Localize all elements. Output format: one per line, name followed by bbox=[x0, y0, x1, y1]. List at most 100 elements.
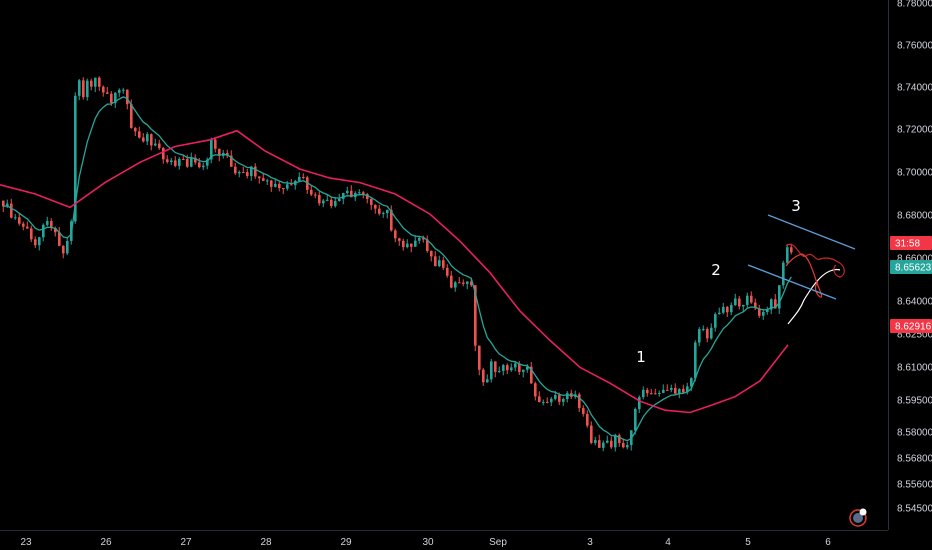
alert-badge[interactable] bbox=[849, 508, 867, 527]
time-tick-label: 3 bbox=[587, 537, 593, 548]
candle-body bbox=[314, 194, 317, 196]
candle-body bbox=[714, 314, 717, 328]
candle-body bbox=[666, 389, 669, 391]
time-axis[interactable]: 23 26 27 28 29 30 Sep 3 4 5 6 bbox=[20, 537, 831, 548]
candle-body bbox=[638, 397, 641, 410]
candle-body bbox=[74, 95, 77, 222]
time-tick-label: 4 bbox=[665, 537, 671, 548]
candle-body bbox=[598, 440, 601, 448]
candle-body bbox=[418, 238, 421, 241]
candle-body bbox=[62, 245, 65, 254]
candle-body bbox=[646, 389, 649, 394]
candle-body bbox=[150, 134, 153, 146]
price-tick-label: 8.68000 bbox=[897, 211, 932, 222]
candle-body bbox=[482, 369, 485, 383]
time-tick-label: 6 bbox=[825, 537, 831, 548]
wave-label: 3 bbox=[791, 197, 801, 215]
candle-body bbox=[254, 166, 257, 177]
candle-body bbox=[566, 393, 569, 399]
price-tag-label: 8.62916 bbox=[895, 322, 932, 333]
candle-body bbox=[442, 260, 445, 268]
price-tag-box bbox=[890, 236, 932, 250]
price-axis[interactable]: 8.78000 8.76000 8.74000 8.72000 8.70000 8.680… bbox=[897, 0, 932, 515]
candle-body bbox=[506, 365, 509, 371]
candle-body bbox=[426, 239, 429, 251]
candle-body bbox=[242, 172, 245, 174]
candle-body bbox=[278, 183, 281, 188]
candle-body bbox=[562, 398, 565, 402]
time-tick-label: Sep bbox=[489, 537, 507, 548]
price-tick-label: 8.54500 bbox=[897, 504, 932, 515]
price-tag: 8.65623 bbox=[890, 260, 932, 274]
candle-body bbox=[534, 383, 537, 397]
candle-body bbox=[110, 93, 113, 104]
candle-body bbox=[634, 409, 637, 431]
candle-body bbox=[166, 159, 169, 163]
candle-body bbox=[78, 80, 81, 96]
candle-body bbox=[398, 238, 401, 241]
candle-body bbox=[38, 237, 41, 246]
candle-body bbox=[302, 176, 305, 178]
channel-upper-line bbox=[767, 214, 856, 250]
channel-lower-line bbox=[747, 264, 837, 300]
candle-body bbox=[462, 282, 465, 284]
time-tick-label: 27 bbox=[180, 537, 192, 548]
candle-body bbox=[26, 226, 29, 229]
candle-body bbox=[606, 440, 609, 443]
candle-body bbox=[378, 208, 381, 214]
candle-body bbox=[350, 190, 353, 198]
candle-body bbox=[494, 361, 497, 372]
candle-body bbox=[530, 366, 533, 384]
candle-body bbox=[106, 92, 109, 94]
candle-body bbox=[670, 388, 673, 390]
candle-body bbox=[750, 295, 753, 303]
candle-body bbox=[266, 180, 269, 182]
price-tick-label: 8.58000 bbox=[897, 428, 932, 439]
wave-label: 1 bbox=[636, 348, 646, 366]
candle-body bbox=[474, 285, 477, 346]
candle-body bbox=[174, 160, 177, 166]
candle-body bbox=[430, 250, 433, 257]
candle-body bbox=[698, 329, 701, 343]
candle-body bbox=[374, 204, 377, 209]
candle-body bbox=[82, 80, 85, 98]
candle-body bbox=[690, 378, 693, 387]
candle-body bbox=[162, 148, 165, 160]
candle-body bbox=[170, 160, 173, 163]
candle-body bbox=[550, 398, 553, 403]
candle-body bbox=[138, 131, 141, 138]
candle-body bbox=[194, 157, 197, 163]
candle-body bbox=[22, 223, 25, 227]
candle-body bbox=[650, 393, 653, 395]
candle-body bbox=[450, 275, 453, 288]
candle-body bbox=[318, 194, 321, 204]
candle-body bbox=[346, 190, 349, 194]
candle-body bbox=[438, 260, 441, 267]
candle-body bbox=[130, 104, 133, 128]
candle-body bbox=[386, 209, 389, 214]
candle-body bbox=[754, 302, 757, 309]
candle-body bbox=[250, 166, 253, 176]
candle-body bbox=[34, 239, 37, 246]
candle-body bbox=[330, 199, 333, 207]
candle-body bbox=[490, 361, 493, 380]
candle-body bbox=[602, 442, 605, 448]
candle-body bbox=[158, 143, 161, 149]
price-tick-label: 8.76000 bbox=[897, 41, 932, 52]
candle-body bbox=[590, 425, 593, 443]
candle-body bbox=[90, 80, 93, 87]
candle-body bbox=[358, 192, 361, 194]
candle-body bbox=[310, 189, 313, 195]
price-tag-box bbox=[890, 319, 932, 333]
candle-body bbox=[238, 172, 241, 174]
candle-body bbox=[510, 367, 513, 371]
price-tick-label: 8.66000 bbox=[897, 254, 932, 265]
candle-body bbox=[54, 227, 57, 233]
candle-body bbox=[722, 306, 725, 313]
alert-count-icon bbox=[859, 508, 867, 516]
candle-body bbox=[758, 308, 761, 316]
candle-body bbox=[246, 172, 249, 176]
candle-body bbox=[190, 157, 193, 167]
projection-path-white bbox=[787, 268, 841, 325]
candle-body bbox=[178, 158, 181, 166]
